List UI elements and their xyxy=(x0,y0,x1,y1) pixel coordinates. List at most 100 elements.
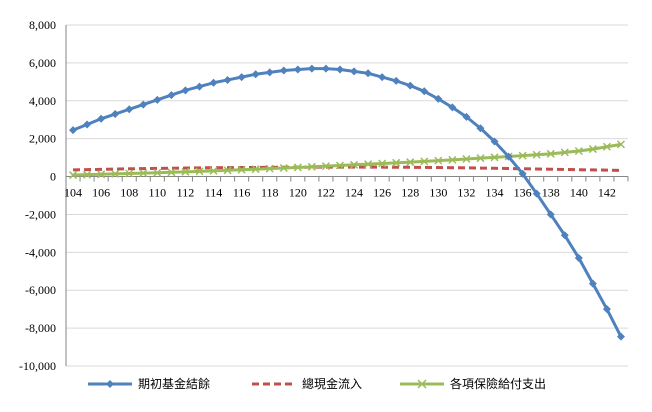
y-tick-label: -2,000 xyxy=(25,207,56,221)
x-tick-label: 106 xyxy=(92,186,110,200)
data-point xyxy=(490,153,499,162)
y-tick-label: 2,000 xyxy=(29,132,56,146)
data-point xyxy=(378,159,387,168)
data-point xyxy=(532,150,541,159)
data-point xyxy=(349,160,359,169)
data-point xyxy=(139,169,148,178)
data-point xyxy=(125,169,134,178)
legend-marker xyxy=(417,379,427,389)
y-axis: 8,000 6,000 4,000 2,000 0 -2,000 -4,000 -6,000 -… xyxy=(19,18,67,373)
data-point xyxy=(153,168,162,177)
x-tick-label: 108 xyxy=(120,186,138,200)
data-point xyxy=(616,140,626,149)
data-point xyxy=(153,95,162,104)
data-point xyxy=(602,305,611,314)
x-tick-label: 132 xyxy=(457,186,475,200)
data-point xyxy=(223,75,232,84)
legend: 期初基金結餘 總現金流入 各項保險給付支出 xyxy=(88,376,546,391)
x-tick-label: 136 xyxy=(514,186,532,200)
legend-label: 總現金流入 xyxy=(302,376,362,391)
data-point xyxy=(406,81,415,90)
data-point xyxy=(321,64,330,73)
series-line xyxy=(72,165,622,172)
data-point xyxy=(293,65,302,74)
data-point xyxy=(125,105,134,114)
data-point xyxy=(490,137,499,146)
data-point xyxy=(265,68,274,77)
data-point xyxy=(364,69,373,78)
data-point xyxy=(237,165,246,174)
data-point xyxy=(335,65,344,74)
x-tick-label: 104 xyxy=(64,186,82,200)
x-tick-label: 142 xyxy=(598,186,616,200)
data-point xyxy=(83,170,92,179)
x-tick-label: 134 xyxy=(486,186,504,200)
data-point xyxy=(97,114,106,123)
x-axis: 104 106 108 110 112 114 116 118 120 122 124 126 128 1… xyxy=(64,176,629,200)
data-point xyxy=(476,124,485,133)
data-point xyxy=(420,87,429,96)
data-point xyxy=(97,170,106,179)
x-tick-label: 138 xyxy=(542,186,560,200)
data-point xyxy=(560,148,569,157)
x-tick-label: 130 xyxy=(429,186,447,200)
legend-item: 各項保險給付支出 xyxy=(400,376,546,391)
y-tick-label: 4,000 xyxy=(29,94,56,108)
data-point xyxy=(588,279,597,288)
data-point xyxy=(602,142,611,151)
y-tick-label: 6,000 xyxy=(29,56,56,70)
data-point xyxy=(574,254,583,263)
data-point xyxy=(364,160,373,169)
y-tick-label: -8,000 xyxy=(25,321,56,335)
legend-item: 總現金流入 xyxy=(252,376,362,391)
data-point xyxy=(434,94,443,103)
data-point xyxy=(69,126,78,135)
x-tick-label: 140 xyxy=(570,186,588,200)
legend-label: 各項保險給付支出 xyxy=(450,376,546,391)
x-tick-label: 124 xyxy=(345,186,363,200)
data-point xyxy=(209,166,218,175)
y-tick-label: 0 xyxy=(50,170,56,184)
data-point xyxy=(560,231,569,240)
data-point xyxy=(111,169,120,178)
x-tick-label: 110 xyxy=(149,186,167,200)
data-point xyxy=(195,167,204,176)
data-point xyxy=(279,164,288,173)
data-point xyxy=(434,156,443,165)
data-point xyxy=(335,161,345,170)
x-tick-label: 118 xyxy=(261,186,279,200)
series-line xyxy=(72,142,622,177)
data-point xyxy=(574,146,583,156)
data-point xyxy=(378,73,387,82)
data-point xyxy=(518,151,527,160)
data-point xyxy=(392,76,401,85)
data-point xyxy=(476,154,485,163)
x-tick-label: 122 xyxy=(317,186,335,200)
data-point xyxy=(293,163,302,172)
x-tick-label: 128 xyxy=(401,186,419,200)
data-point xyxy=(167,168,176,177)
y-tick-label: -10,000 xyxy=(19,359,56,373)
series-3 xyxy=(68,140,626,180)
data-point xyxy=(83,120,92,129)
legend-item: 期初基金結餘 xyxy=(88,376,210,391)
series-1 xyxy=(69,64,625,341)
x-tick-label: 126 xyxy=(373,186,391,200)
data-point xyxy=(279,66,288,75)
x-tick-label: 114 xyxy=(205,186,223,200)
data-point xyxy=(181,167,190,176)
data-point xyxy=(307,162,316,171)
data-point xyxy=(321,162,330,171)
data-point xyxy=(448,103,457,112)
data-point xyxy=(265,164,274,173)
data-point xyxy=(532,189,541,198)
data-point xyxy=(237,73,246,82)
data-point xyxy=(251,165,260,174)
data-point xyxy=(181,86,190,95)
series-line xyxy=(72,67,623,338)
legend-label: 期初基金結餘 xyxy=(138,376,210,391)
data-point xyxy=(616,332,625,341)
x-tick-label: 120 xyxy=(289,186,307,200)
series-2 xyxy=(72,165,622,172)
